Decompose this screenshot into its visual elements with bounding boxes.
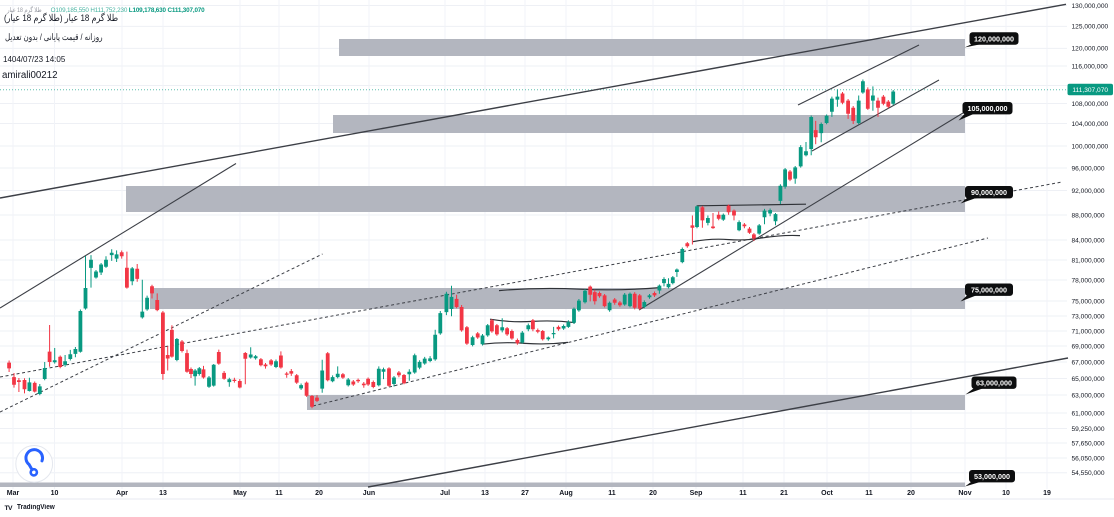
svg-text:90,000,000: 90,000,000: [971, 188, 1007, 197]
svg-text:100,000,000: 100,000,000: [1072, 143, 1109, 150]
svg-text:27: 27: [521, 490, 529, 497]
svg-text:61,000,000: 61,000,000: [1072, 410, 1105, 417]
svg-text:10: 10: [1002, 490, 1010, 497]
svg-text:56,050,000: 56,050,000: [1072, 455, 1105, 462]
svg-text:11: 11: [865, 490, 873, 497]
svg-text:125,000,000: 125,000,000: [1072, 24, 1109, 31]
svg-text:65,000,000: 65,000,000: [1072, 376, 1105, 383]
svg-text:111,307,070: 111,307,070: [1072, 87, 1108, 94]
svg-text:20: 20: [315, 490, 323, 497]
svg-text:120,000,000: 120,000,000: [974, 34, 1014, 43]
svg-text:92,000,000: 92,000,000: [1072, 188, 1105, 195]
svg-text:59,250,000: 59,250,000: [1072, 426, 1105, 433]
svg-text:11: 11: [608, 490, 616, 497]
svg-text:21: 21: [780, 490, 788, 497]
svg-text:71,000,000: 71,000,000: [1072, 328, 1105, 335]
svg-text:67,000,000: 67,000,000: [1072, 359, 1105, 366]
svg-text:116,000,000: 116,000,000: [1072, 63, 1109, 70]
svg-text:63,000,000: 63,000,000: [976, 379, 1012, 388]
svg-text:73,000,000: 73,000,000: [1072, 313, 1105, 320]
svg-text:May: May: [233, 490, 247, 497]
svg-text:13: 13: [159, 490, 167, 497]
svg-text:75,000,000: 75,000,000: [1072, 298, 1105, 305]
svg-text:20: 20: [649, 490, 657, 497]
svg-text:130,000,000: 130,000,000: [1072, 3, 1109, 10]
svg-text:53,000,000: 53,000,000: [974, 472, 1010, 481]
svg-text:75,000,000: 75,000,000: [971, 286, 1007, 295]
svg-text:Sep: Sep: [690, 490, 703, 497]
svg-text:96,000,000: 96,000,000: [1072, 165, 1105, 172]
svg-text:120,000,000: 120,000,000: [1072, 46, 1109, 53]
svg-text:20: 20: [907, 490, 915, 497]
svg-text:Apr: Apr: [116, 490, 128, 497]
svg-text:108,000,000: 108,000,000: [1072, 101, 1109, 108]
svg-text:84,000,000: 84,000,000: [1072, 237, 1105, 244]
svg-text:Mar: Mar: [7, 490, 20, 497]
svg-text:105,000,000: 105,000,000: [968, 104, 1008, 113]
svg-text:104,000,000: 104,000,000: [1072, 121, 1109, 128]
svg-text:57,650,000: 57,650,000: [1072, 440, 1105, 447]
svg-text:13: 13: [481, 490, 489, 497]
svg-text:19: 19: [1043, 490, 1051, 497]
svg-text:81,000,000: 81,000,000: [1072, 257, 1105, 264]
svg-text:Jun: Jun: [363, 490, 375, 497]
svg-text:88,000,000: 88,000,000: [1072, 212, 1105, 219]
svg-text:11: 11: [275, 490, 283, 497]
svg-text:Jul: Jul: [440, 490, 450, 497]
svg-text:69,000,000: 69,000,000: [1072, 343, 1105, 350]
svg-text:10: 10: [51, 490, 59, 497]
svg-text:Nov: Nov: [958, 490, 971, 497]
svg-text:63,000,000: 63,000,000: [1072, 392, 1105, 399]
svg-text:Aug: Aug: [559, 490, 573, 497]
svg-text:54,550,000: 54,550,000: [1072, 470, 1105, 477]
svg-text:11: 11: [739, 490, 747, 497]
svg-text:Oct: Oct: [821, 490, 833, 497]
svg-text:78,000,000: 78,000,000: [1072, 277, 1105, 284]
